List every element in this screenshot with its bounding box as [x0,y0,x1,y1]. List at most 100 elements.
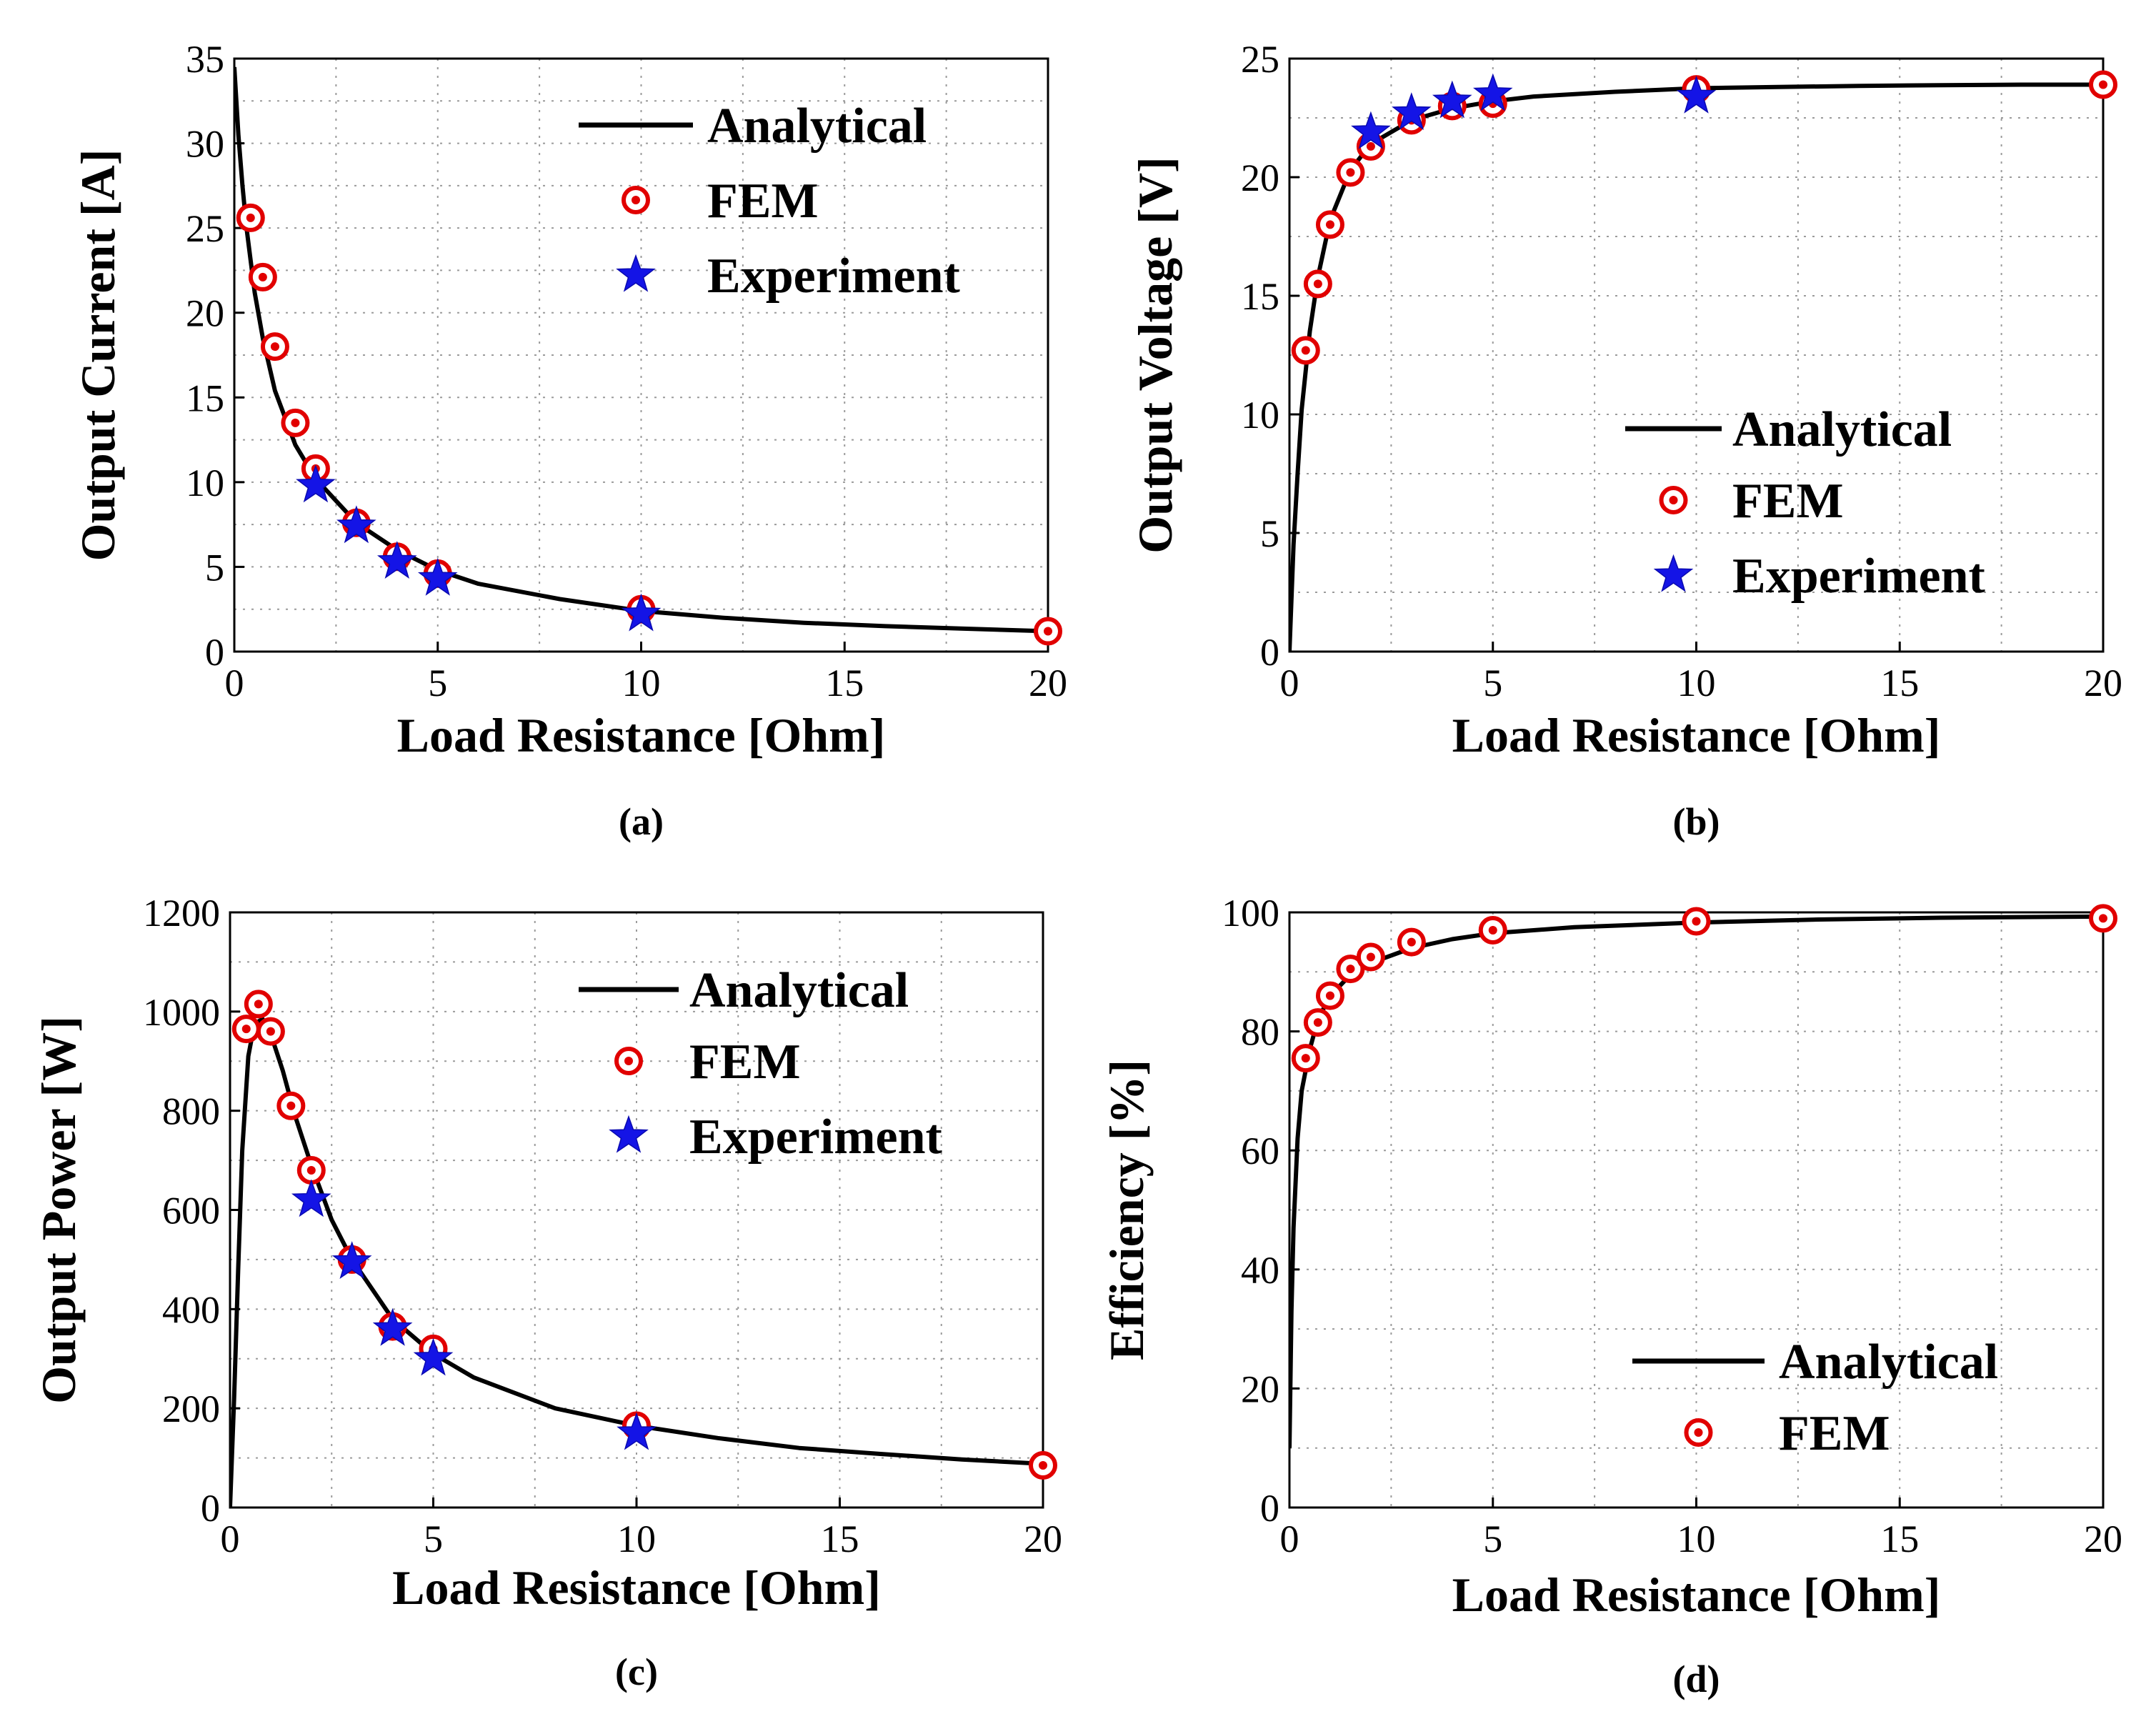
legend-marker-experiment [609,1115,649,1153]
experiment-point [417,557,458,596]
legend-marker-fem [614,1047,643,1075]
x-axis-label: Load Resistance [Ohm] [1452,708,1941,762]
y-tick-label: 30 [186,123,224,166]
legend-marker-experiment [1653,554,1694,592]
experiment-point [1472,73,1513,111]
y-tick-label: 20 [186,292,224,335]
y-tick-label: 10 [186,462,224,504]
fem-point [1478,915,1507,945]
panel-caption: (d) [1673,1658,1720,1700]
x-tick-label: 15 [825,662,864,704]
y-tick-label: 1200 [143,892,220,935]
y-tick-label: 0 [1260,631,1279,674]
x-tick-label: 0 [1280,662,1299,704]
y-tick-label: 0 [1260,1487,1279,1530]
fem-point [1397,927,1426,957]
y-tick-label: 60 [1241,1130,1279,1172]
legend-label-fem: FEM [1779,1406,1890,1461]
fem-point [1303,1008,1332,1037]
y-tick-label: 80 [1241,1011,1279,1054]
fem-point [260,332,289,362]
analytical-series-line [234,66,1048,634]
fem-point [1315,981,1344,1010]
experiment-point [1392,92,1432,131]
x-tick-label: 20 [1029,662,1067,704]
y-tick-label: 200 [162,1387,220,1430]
y-tick-label: 600 [162,1190,220,1232]
x-tick-label: 20 [1024,1518,1062,1560]
x-tick-label: 10 [1677,662,1716,704]
panel-d: 0 5 10 15 20 0 20 40 60 80 100 Load Resistance [Ohm… [1099,892,2122,1700]
y-axis-label: Efficiency [%] [1099,1060,1154,1360]
grid [230,912,1043,1508]
grid [1289,912,2103,1508]
x-tick-label: 5 [1483,1518,1502,1560]
legend-marker-fem [622,186,650,214]
legend-label-fem: FEM [707,174,819,229]
fem-point [2089,904,2117,933]
fem-point [296,1155,326,1185]
fem-point [244,990,273,1019]
x-tick-label: 5 [428,662,447,704]
fem-point [1336,955,1365,984]
legend: Analytical FEM Experiment [579,99,960,304]
x-tick-label: 15 [1880,1518,1919,1560]
legend-label-analytical: Analytical [1779,1335,1998,1390]
panel-caption: (c) [615,1650,658,1693]
fem-point [248,262,277,292]
fem-point [231,1015,261,1044]
y-tick-label: 5 [1260,512,1279,555]
legend: Analytical FEM Experiment [1625,402,1985,604]
legend-marker-fem [1659,486,1688,514]
y-tick-label: 15 [1241,275,1279,318]
experiment-point [291,1179,331,1217]
panel-a: 0 5 10 15 20 0 5 10 15 20 25 30 35 Load Resistance [O… [71,38,1067,843]
y-tick-label: 1000 [143,991,220,1034]
panel-caption: (b) [1673,800,1720,843]
experiment-point [413,1337,454,1376]
y-tick-label: 20 [1241,156,1279,199]
legend-marker-fem [1684,1418,1713,1447]
y-tick-label: 15 [186,377,224,419]
y-tick-label: 400 [162,1288,220,1331]
fem-point [2089,70,2117,99]
fem-point [1034,617,1062,646]
x-tick-label: 0 [221,1518,240,1560]
x-tick-label: 20 [2084,662,2122,704]
y-tick-label: 25 [1241,38,1279,81]
y-tick-label: 5 [205,546,224,589]
experiment-point [331,1241,372,1279]
legend-label-analytical: Analytical [707,99,927,154]
legend-label-experiment: Experiment [689,1110,942,1165]
fem-point [276,1091,306,1120]
legend-label-experiment: Experiment [707,249,960,304]
x-tick-label: 15 [821,1518,859,1560]
experiment-point [1676,75,1717,114]
fem-point [1291,336,1320,365]
x-tick-label: 5 [1483,662,1502,704]
legend-label-analytical: Analytical [1732,402,1952,457]
y-tick-label: 0 [201,1487,220,1530]
fem-point [281,408,310,437]
analytical-series-line [1289,82,2103,652]
x-axis-label: Load Resistance [Ohm] [1452,1568,1941,1622]
experiment-point [617,1412,657,1450]
grid [1289,59,2103,652]
experiment-point [376,541,417,579]
experiment-point [1432,80,1472,119]
x-tick-label: 15 [1880,662,1919,704]
x-tick-label: 0 [225,662,244,704]
fem-point [1682,907,1711,936]
legend-label-fem: FEM [689,1035,801,1090]
x-tick-label: 10 [1677,1518,1716,1560]
analytical-series-line [230,1017,1043,1508]
fem-point [1029,1450,1057,1480]
x-tick-label: 5 [424,1518,443,1560]
y-tick-label: 20 [1241,1367,1279,1410]
legend: Analytical FEM [1632,1335,1998,1461]
y-axis-label: Output Power [W] [31,1016,86,1404]
panel-caption: (a) [619,800,664,843]
legend-label-fem: FEM [1732,474,1844,529]
y-tick-label: 35 [186,38,224,81]
